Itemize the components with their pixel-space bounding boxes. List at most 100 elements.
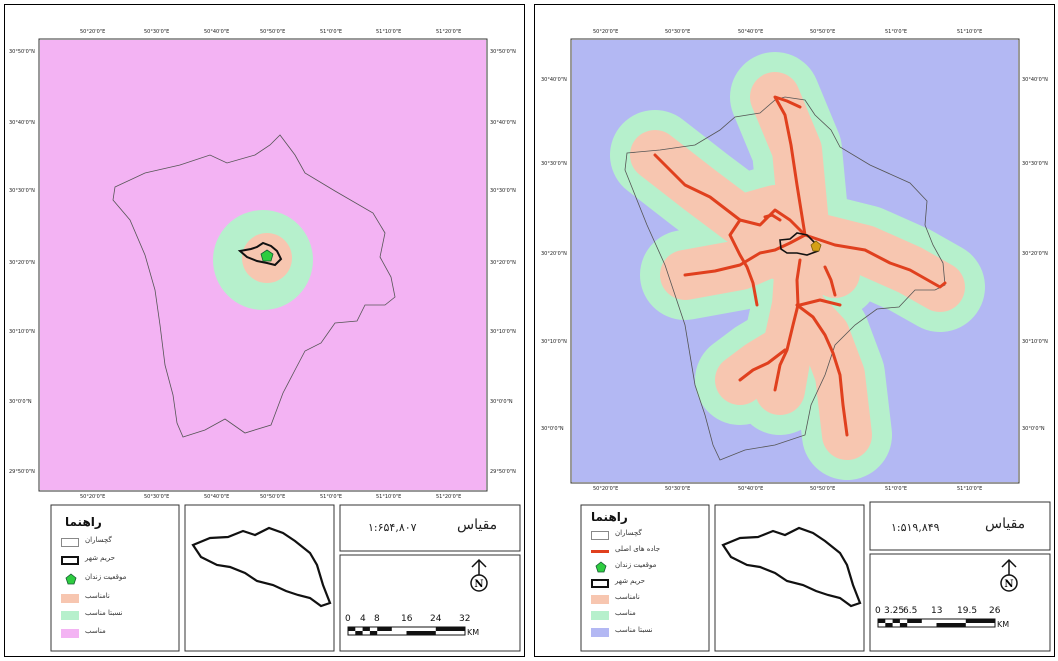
scale-unit: KM (467, 628, 480, 637)
scale-bar-label: 32 (459, 614, 471, 624)
left-tick: 29°50'0"N (9, 469, 35, 475)
scale-bar-label: 8 (374, 614, 380, 624)
legend-item-unsuitable: نامناسب (591, 593, 701, 607)
prison-location-marker (810, 240, 822, 252)
top-tick: 51°20'0"E (436, 29, 462, 35)
top-tick: 50°30'0"E (144, 29, 170, 35)
legend-label: نامناسب (615, 593, 640, 601)
legend-item-prison: موقعیت زندان (61, 573, 171, 587)
bottom-tick: 51°0'0"E (320, 494, 343, 500)
bottom-tick: 50°40'0"E (204, 494, 230, 500)
legend-item-gachsaran: گچساران (591, 529, 701, 543)
north-arrow-right: N (1000, 558, 1018, 592)
pentagon-icon (65, 573, 77, 585)
map-panel-left: N 50°20'0"E 50°30'0"E 50°40'0"E 50°50'0"… (4, 4, 525, 657)
inset-county-outline (191, 526, 332, 608)
right-tick: 30°10'0"N (1022, 339, 1048, 345)
left-tick: 30°30'0"N (9, 188, 35, 194)
legend-item-gachsaran: گچساران (61, 536, 171, 550)
right-tick: 30°40'0"N (490, 120, 516, 126)
inset-map-left (184, 504, 335, 652)
bottom-tick: 50°30'0"E (665, 486, 691, 492)
right-tick: 30°10'0"N (490, 329, 516, 335)
scale-bar-label: 19.5 (957, 606, 978, 616)
legend-label: موقعیت زندان (615, 561, 657, 569)
legend-box-right (580, 504, 710, 652)
right-tick: 29°50'0"N (490, 469, 516, 475)
scale-bar-label: 4 (360, 614, 366, 624)
left-tick: 30°50'0"N (9, 49, 35, 55)
legend-label: موقعیت زندان (85, 573, 127, 581)
pentagon-icon (595, 561, 607, 573)
svg-text:N: N (474, 579, 483, 590)
left-tick: 30°0'0"N (541, 426, 564, 432)
right-tick: 30°40'0"N (1022, 77, 1048, 83)
scale-unit: KM (997, 620, 1010, 629)
right-tick: 30°30'0"N (490, 188, 516, 194)
top-tick: 51°0'0"E (885, 29, 908, 35)
legend-label: نامناسب (85, 592, 110, 600)
inset-map-right (714, 504, 865, 652)
scale-bar-label: 26 (989, 606, 1001, 616)
legend-item-moderate: نسبتا مناسب (61, 609, 171, 623)
bottom-tick: 51°10'0"E (376, 494, 402, 500)
legend-item-unsuitable: نامناسب (61, 592, 171, 606)
bottom-tick: 50°20'0"E (593, 486, 619, 492)
bottom-tick: 51°10'0"E (957, 486, 983, 492)
top-tick: 51°0'0"E (320, 29, 343, 35)
county-boundary (624, 96, 946, 461)
north-arrow-left: N (470, 558, 488, 592)
legend-title: راهنما (65, 515, 102, 529)
legend-label: نسبتا مناسب (85, 609, 123, 617)
main-roads (653, 95, 947, 437)
top-tick: 50°20'0"E (593, 29, 619, 35)
county-boundary (112, 134, 396, 438)
scale-title: مقیاس (985, 516, 1026, 532)
legend-label: نسبتا مناسب (615, 626, 653, 634)
right-tick: 30°30'0"N (1022, 161, 1048, 167)
scale-ratio: ۱:۶۵۴,۸۰۷ (368, 521, 417, 534)
top-tick: 51°10'0"E (957, 29, 983, 35)
top-tick: 50°50'0"E (810, 29, 836, 35)
scale-bar-label: 13 (931, 606, 943, 616)
scale-bar-box-left (339, 554, 521, 652)
scale-bar-right (877, 618, 996, 628)
top-tick: 50°30'0"E (665, 29, 691, 35)
right-tick: 30°0'0"N (490, 399, 513, 405)
legend-item-city-limit: حریم شهر (61, 554, 171, 568)
left-tick: 30°10'0"N (9, 329, 35, 335)
scale-bar-left (347, 626, 466, 636)
legend-title: راهنما (591, 510, 628, 524)
bottom-tick: 50°20'0"E (80, 494, 106, 500)
legend-item-prison: موقعیت زندان (591, 561, 701, 575)
city-boundary (237, 241, 283, 267)
road-line-icon (591, 550, 609, 553)
left-tick: 30°30'0"N (541, 161, 567, 167)
scale-bar-label: 0 (875, 606, 881, 616)
left-tick: 30°40'0"N (9, 120, 35, 126)
scale-title: مقیاس (457, 517, 498, 533)
legend-item-suitable: مناسب (61, 627, 171, 641)
legend-label: گچساران (85, 536, 112, 544)
legend-label: گچساران (615, 529, 642, 537)
bottom-tick: 51°20'0"E (436, 494, 462, 500)
left-tick: 30°20'0"N (541, 251, 567, 257)
legend-item-suitable: مناسب (591, 609, 701, 623)
right-tick: 30°50'0"N (490, 49, 516, 55)
svg-text:N: N (1004, 579, 1013, 590)
bottom-tick: 50°40'0"E (738, 486, 764, 492)
scale-bar-label: 6.5 (903, 606, 918, 616)
top-tick: 50°50'0"E (260, 29, 286, 35)
right-tick: 30°20'0"N (1022, 251, 1048, 257)
scale-bar-box-right (869, 553, 1051, 652)
legend-label: حریم شهر (615, 577, 645, 585)
legend-label: حریم شهر (85, 554, 115, 562)
inset-county-outline (721, 526, 862, 608)
scale-bar-label: 16 (401, 614, 413, 624)
bottom-tick: 50°30'0"E (144, 494, 170, 500)
prison-location-marker (260, 249, 274, 262)
left-tick: 30°40'0"N (541, 77, 567, 83)
scale-title-box-left (339, 504, 521, 552)
legend-label: مناسب (615, 609, 636, 617)
legend-label: مناسب (85, 627, 106, 635)
